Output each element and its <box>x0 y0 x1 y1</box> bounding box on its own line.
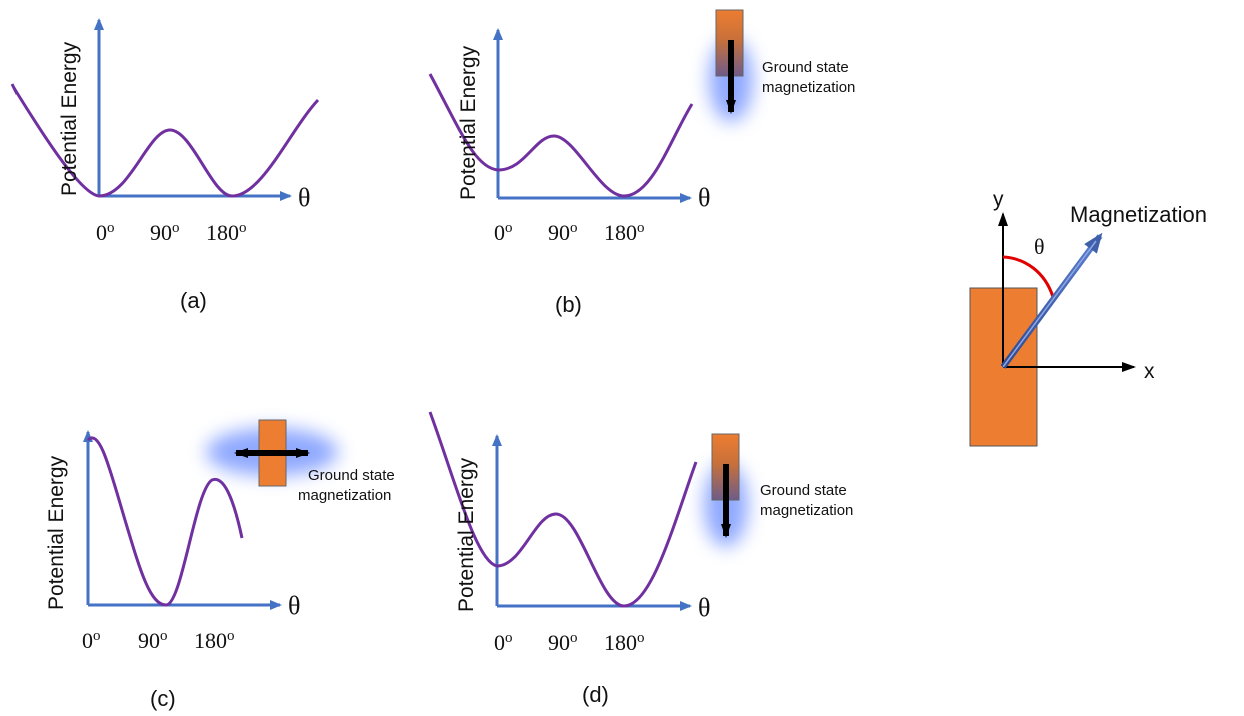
panel-d-tick-180: 180o <box>604 630 645 655</box>
panel-b: Potential Energy θ 0o 90o 180o (b) Groun… <box>428 9 855 317</box>
panel-c-tick-90: 90o <box>138 628 168 653</box>
coordinate-diagram: y x θ Magnetization <box>969 188 1207 447</box>
panel-b-energy-curve <box>428 73 694 198</box>
panel-c-tick-0: 0o <box>82 628 101 653</box>
panel-d: Potential Energy θ 0o 90o 180o (d) Groun… <box>428 411 853 707</box>
theta-angle-arc <box>1002 255 1055 298</box>
panel-a: Potential Energy θ 0o 90o 180o (a) <box>10 18 320 313</box>
coord-x-label: x <box>1144 360 1155 383</box>
panel-c: Potential Energy θ 0o 90o 180o (c) Groun… <box>45 419 399 711</box>
panel-a-tick-180: 180o <box>206 220 247 245</box>
panel-a-tick-90: 90o <box>150 220 180 245</box>
panel-a-theta-symbol: θ <box>298 183 310 212</box>
panel-d-y-axis-label: Potential Energy <box>455 457 478 612</box>
panel-d-energy-curve <box>428 411 698 608</box>
panel-c-y-axis-label: Potential Energy <box>45 455 68 610</box>
panel-b-theta-symbol: θ <box>698 183 710 212</box>
panel-b-magnet-glyph <box>709 9 753 122</box>
panel-a-curve-end-hook <box>10 83 19 95</box>
magnetization-vector-highlight <box>1002 240 1097 368</box>
panel-b-ground-state-label: Ground state magnetization <box>762 59 855 96</box>
coord-y-label: y <box>993 188 1004 211</box>
panel-d-ground-state-label: Ground state magnetization <box>760 482 853 519</box>
panel-d-magnet-glyph <box>704 433 748 547</box>
panel-b-caption: (b) <box>555 292 582 317</box>
coord-magnetization-label: Magnetization <box>1070 202 1207 227</box>
panel-c-magnet-glyph <box>206 419 338 487</box>
panel-d-tick-0: 0o <box>494 630 513 655</box>
panel-a-energy-curve <box>12 87 320 198</box>
panel-b-tick-0: 0o <box>494 220 513 245</box>
panel-b-tick-180: 180o <box>604 220 645 245</box>
panel-c-ground-state-label: Ground state magnetization <box>298 467 399 504</box>
panel-c-theta-symbol: θ <box>288 591 300 620</box>
panel-b-tick-90: 90o <box>548 220 578 245</box>
panel-c-energy-curve <box>86 436 244 607</box>
panel-d-caption: (d) <box>582 682 609 707</box>
panel-d-tick-90: 90o <box>548 630 578 655</box>
panel-a-tick-0: 0o <box>96 220 115 245</box>
coord-theta-label: θ <box>1034 234 1045 259</box>
panel-a-caption: (a) <box>180 288 207 313</box>
panel-c-tick-180: 180o <box>194 628 235 653</box>
panel-d-theta-symbol: θ <box>698 593 710 622</box>
panel-b-y-axis-label: Potential Energy <box>457 45 480 200</box>
panel-a-y-axis-label: Potential Energy <box>58 41 81 196</box>
panel-c-caption: (c) <box>150 686 176 711</box>
